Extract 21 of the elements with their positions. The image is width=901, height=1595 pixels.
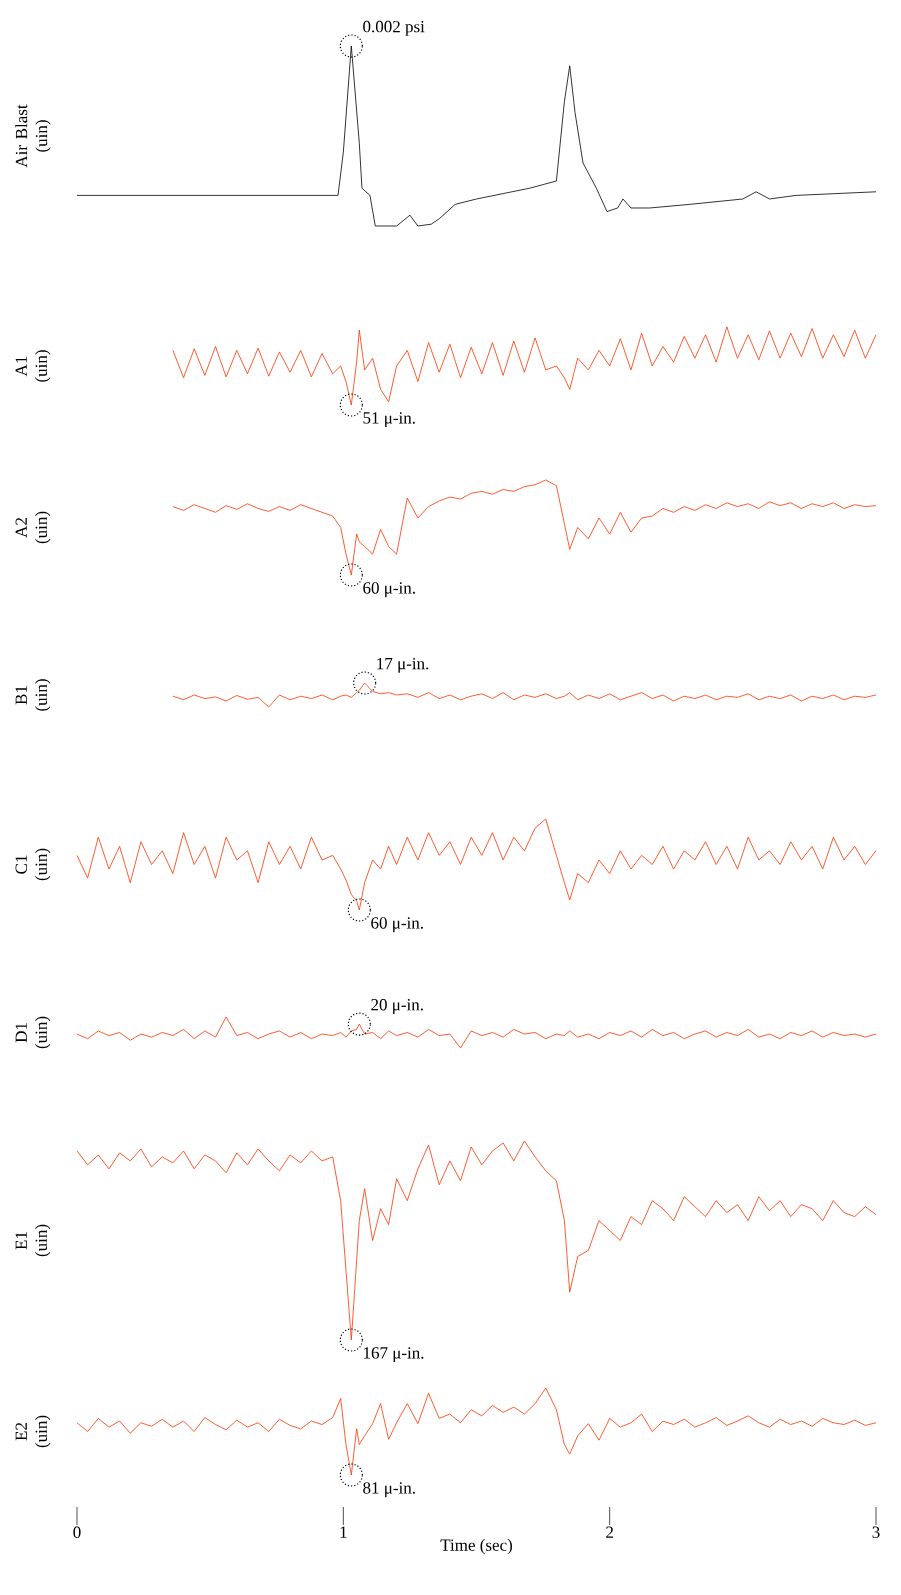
y-axis-title: Air Blast (uin) bbox=[15, 104, 51, 168]
annotation: 81 μ-in. bbox=[363, 1482, 415, 1498]
x-tick-label: 2 bbox=[606, 1526, 613, 1538]
annotation: 167 μ-in. bbox=[364, 1347, 424, 1363]
annotation: 60 μ-in. bbox=[363, 582, 415, 598]
y-axis-title: E1 (uin) bbox=[15, 1224, 51, 1257]
annotation: 51 μ-in. bbox=[363, 412, 415, 428]
y-axis-title: B1 (uin) bbox=[15, 679, 51, 711]
x-tick-label: 3 bbox=[872, 1526, 880, 1538]
annotation: 0.002 psi bbox=[363, 20, 425, 36]
y-axis-title: E2 (uin) bbox=[15, 1415, 51, 1448]
annotation: 17 μ-in. bbox=[377, 657, 429, 673]
x-tick-label: 1 bbox=[340, 1526, 347, 1538]
annotation: 20 μ-in. bbox=[371, 998, 423, 1014]
y-axis-title: C1 (uin) bbox=[15, 848, 51, 881]
annotation: 60 μ-in. bbox=[371, 917, 423, 933]
y-axis-title: A2 (uin) bbox=[15, 511, 51, 544]
x-axis-title: Time (sec) bbox=[440, 1538, 513, 1555]
x-tick-label: 0 bbox=[73, 1526, 81, 1538]
y-axis-title: D1 (uin) bbox=[15, 1016, 51, 1049]
y-axis-title: A1 (uin) bbox=[15, 350, 51, 382]
